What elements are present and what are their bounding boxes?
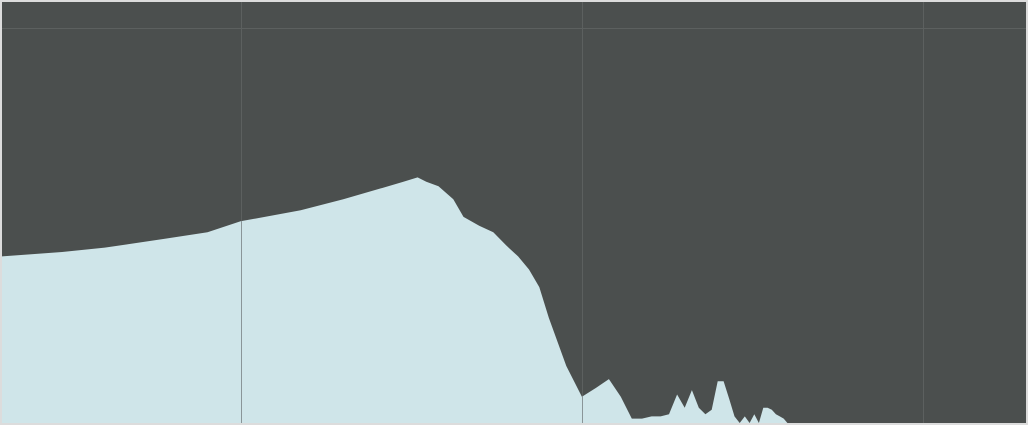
- spectrum-area: [2, 177, 1026, 423]
